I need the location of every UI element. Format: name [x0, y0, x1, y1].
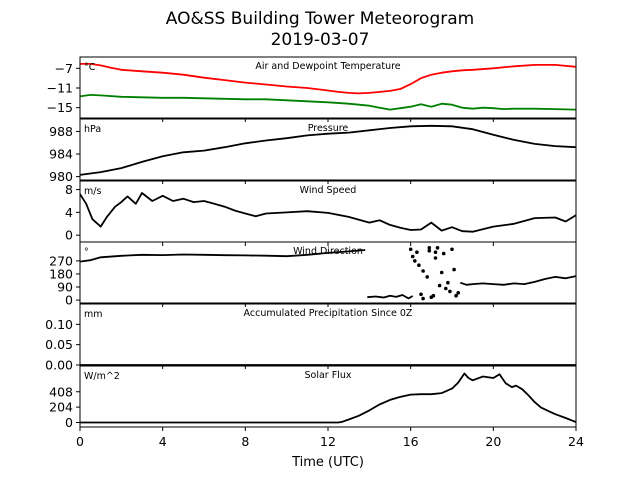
panel-unit-temp: °C: [84, 62, 96, 73]
dir-point: [431, 293, 436, 298]
y-tick-label: −7: [55, 61, 73, 76]
dir-point: [439, 270, 444, 275]
dir-point: [446, 280, 450, 285]
dir-point: [433, 250, 438, 254]
panel-unit-wind: m/s: [84, 186, 101, 197]
dir-point: [435, 246, 440, 250]
y-tick-label: 984: [49, 147, 73, 162]
dir-point: [427, 246, 432, 250]
panel-pres: hPa Pressure 980 984 988: [49, 118, 577, 184]
y-tick-label: 980: [49, 169, 73, 184]
panel-series-temp: [80, 63, 576, 111]
x-tick-label: 4: [159, 434, 167, 449]
x-tick-label: 20: [485, 434, 501, 449]
figure-title-line1: AO&SS Building Tower Meteorogram: [166, 9, 474, 29]
solar-series-line-0: [80, 372, 576, 424]
dir-point: [441, 251, 446, 256]
dir-point: [425, 275, 430, 279]
y-tick-label: 0: [65, 293, 73, 308]
panel-title-wind: Wind Speed: [300, 185, 357, 196]
x-tick-label: 24: [568, 434, 584, 449]
dir-point: [450, 247, 454, 252]
dir-point: [408, 247, 413, 252]
y-tick-label: −15: [47, 100, 73, 115]
panel-precip: mm Accumulated Precipitation Since 0Z 0.00…: [45, 303, 577, 373]
temp-series-line-0: [80, 63, 576, 95]
dir-point: [456, 291, 461, 295]
panel-wind: m/s Wind Speed 0 4 8: [65, 180, 577, 246]
x-axis: 0 4 8 12 16 20 24: [76, 434, 584, 449]
dir-point: [415, 250, 419, 254]
y-tick-label: −11: [47, 80, 73, 95]
dir-series-line-0: [80, 249, 366, 263]
y-tick-label: 90: [57, 280, 73, 295]
dir-point: [448, 289, 452, 294]
panel-unit-solar: W/m^2: [84, 371, 120, 382]
y-tick-label: 0.05: [45, 337, 73, 352]
panel-unit-pres: hPa: [84, 124, 101, 135]
x-tick-label: 16: [403, 434, 419, 449]
figure-title-line2: 2019-03-07: [271, 30, 370, 50]
dir-point: [419, 292, 423, 297]
dir-point: [452, 267, 456, 272]
dir-series-line-1: [367, 294, 414, 300]
dir-point: [417, 263, 421, 268]
y-tick-label: 204: [49, 400, 73, 415]
pres-series-line-0: [80, 124, 576, 176]
y-tick-label: 988: [49, 124, 73, 139]
y-tick-label: 408: [49, 384, 73, 399]
y-tick-label: 180: [49, 266, 73, 281]
y-tick-label: 8: [65, 182, 73, 197]
dir-point: [444, 286, 448, 291]
x-tick-label: 8: [241, 434, 249, 449]
x-tick-label: 0: [76, 434, 84, 449]
panel-unit-dir: °: [84, 247, 89, 258]
panel-title-temp: Air and Dewpoint Temperature: [255, 61, 400, 72]
x-tick-label: 12: [320, 434, 336, 449]
x-axis-label: Time (UTC): [291, 455, 364, 470]
dir-point: [413, 259, 417, 263]
panel-title-dir: Wind Direction: [293, 246, 363, 257]
panel-title-pres: Pressure: [308, 123, 349, 134]
dir-point: [454, 293, 458, 298]
wind-series-line-0: [80, 192, 576, 233]
dir-point: [421, 269, 425, 273]
dir-point: [437, 283, 442, 288]
panel-series-wind: [80, 192, 576, 233]
temp-series-line-1: [80, 94, 576, 111]
dir-point: [410, 254, 415, 259]
dir-point: [421, 296, 425, 301]
panel-unit-precip: mm: [84, 309, 103, 320]
panel-series-dir: [80, 246, 576, 301]
panel-temp: °C Air and Dewpoint Temperature −7 −11 −15: [47, 56, 577, 122]
dir-point: [427, 248, 432, 253]
panels-group: °C Air and Dewpoint Temperature −7 −11 −15 hP…: [45, 56, 577, 431]
y-tick-label: 0.00: [45, 358, 73, 373]
y-tick-label: 0.10: [45, 317, 73, 332]
panel-series-pres: [80, 124, 576, 176]
panel-title-precip: Accumulated Precipitation Since 0Z: [244, 308, 413, 319]
y-tick-label: 270: [49, 253, 73, 268]
dir-series-line-3: [460, 275, 576, 286]
y-tick-label: 0: [65, 228, 73, 243]
dir-point: [433, 256, 438, 260]
panel-title-solar: Solar Flux: [305, 370, 352, 381]
panel-series-solar: [80, 372, 576, 424]
y-tick-label: 0: [65, 415, 73, 430]
y-tick-label: 4: [65, 205, 73, 220]
